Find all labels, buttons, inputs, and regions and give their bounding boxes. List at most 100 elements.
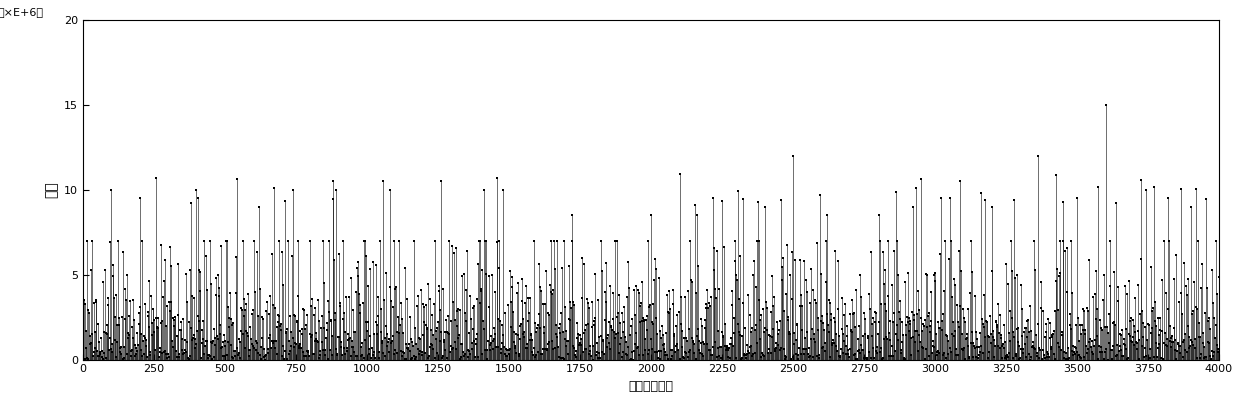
Point [467,260,487,267]
Point [680,326,699,332]
Point [428,318,448,325]
Point [999,338,1019,344]
Point [746,340,766,347]
Point [784,330,804,336]
Point [758,327,777,333]
Point [966,354,986,360]
Point [920,323,940,330]
Point [858,335,878,342]
Point [978,333,998,339]
Point [699,347,719,354]
Point [844,310,864,316]
Point [750,317,770,323]
Point [1183,308,1203,314]
Point [888,238,908,244]
Point [841,346,861,352]
Point [689,347,709,353]
Point [124,335,144,342]
Point [1065,344,1085,350]
Point [832,325,852,332]
Point [278,238,298,244]
Point [977,319,997,326]
Point [110,349,130,355]
Point [1090,316,1110,323]
Point [517,340,537,347]
Point [397,356,417,363]
Point [146,174,166,181]
Point [1205,322,1225,328]
Point [761,308,781,315]
Point [301,296,321,302]
Point [1094,297,1114,304]
Point [241,336,260,342]
Point [668,346,688,353]
Point [868,331,888,338]
Point [878,292,898,299]
Point [906,185,926,192]
Point [394,265,414,271]
Point [776,291,796,298]
Point [310,352,330,358]
Point [146,324,166,330]
Point [1159,338,1179,344]
Point [636,313,656,320]
Point [971,190,991,196]
Point [528,321,548,328]
Point [503,308,523,315]
Point [456,317,476,324]
Point [453,349,472,355]
Point [557,338,577,344]
Point [804,336,823,342]
Point [91,334,110,341]
Point [501,324,521,331]
Point [742,329,761,336]
Point [759,346,779,352]
Point [1009,342,1029,349]
Point [1182,204,1202,210]
Point [445,339,465,346]
Point [151,350,171,356]
Point [965,345,985,351]
Point [481,339,501,346]
Point [785,340,805,347]
Point [78,306,98,313]
Point [169,350,188,357]
Point [386,284,405,290]
Point [810,192,830,198]
Point [699,300,719,306]
Point [1184,279,1204,286]
Point [789,345,808,351]
Point [903,309,923,316]
Point [1040,344,1060,350]
Point [541,282,560,288]
Point [554,304,574,310]
Point [424,332,444,338]
Point [655,341,675,347]
Point [629,344,649,350]
Point [1011,354,1030,361]
Point [404,238,424,244]
Point [723,302,743,308]
Point [326,346,346,352]
Point [934,350,954,356]
Point [998,354,1018,360]
Point [622,315,642,322]
Point [143,306,162,312]
Point [604,329,624,336]
Point [1030,278,1050,285]
Point [856,355,875,361]
Point [965,293,985,300]
Point [177,339,197,346]
Point [494,332,513,338]
Point [635,347,655,354]
Point [495,310,515,316]
Point [348,259,368,265]
Point [647,330,667,337]
Point [668,347,688,353]
Point [534,324,554,330]
Point [242,311,262,317]
Point [729,296,749,302]
Point [404,356,424,362]
Point [265,345,285,352]
Point [501,298,521,305]
